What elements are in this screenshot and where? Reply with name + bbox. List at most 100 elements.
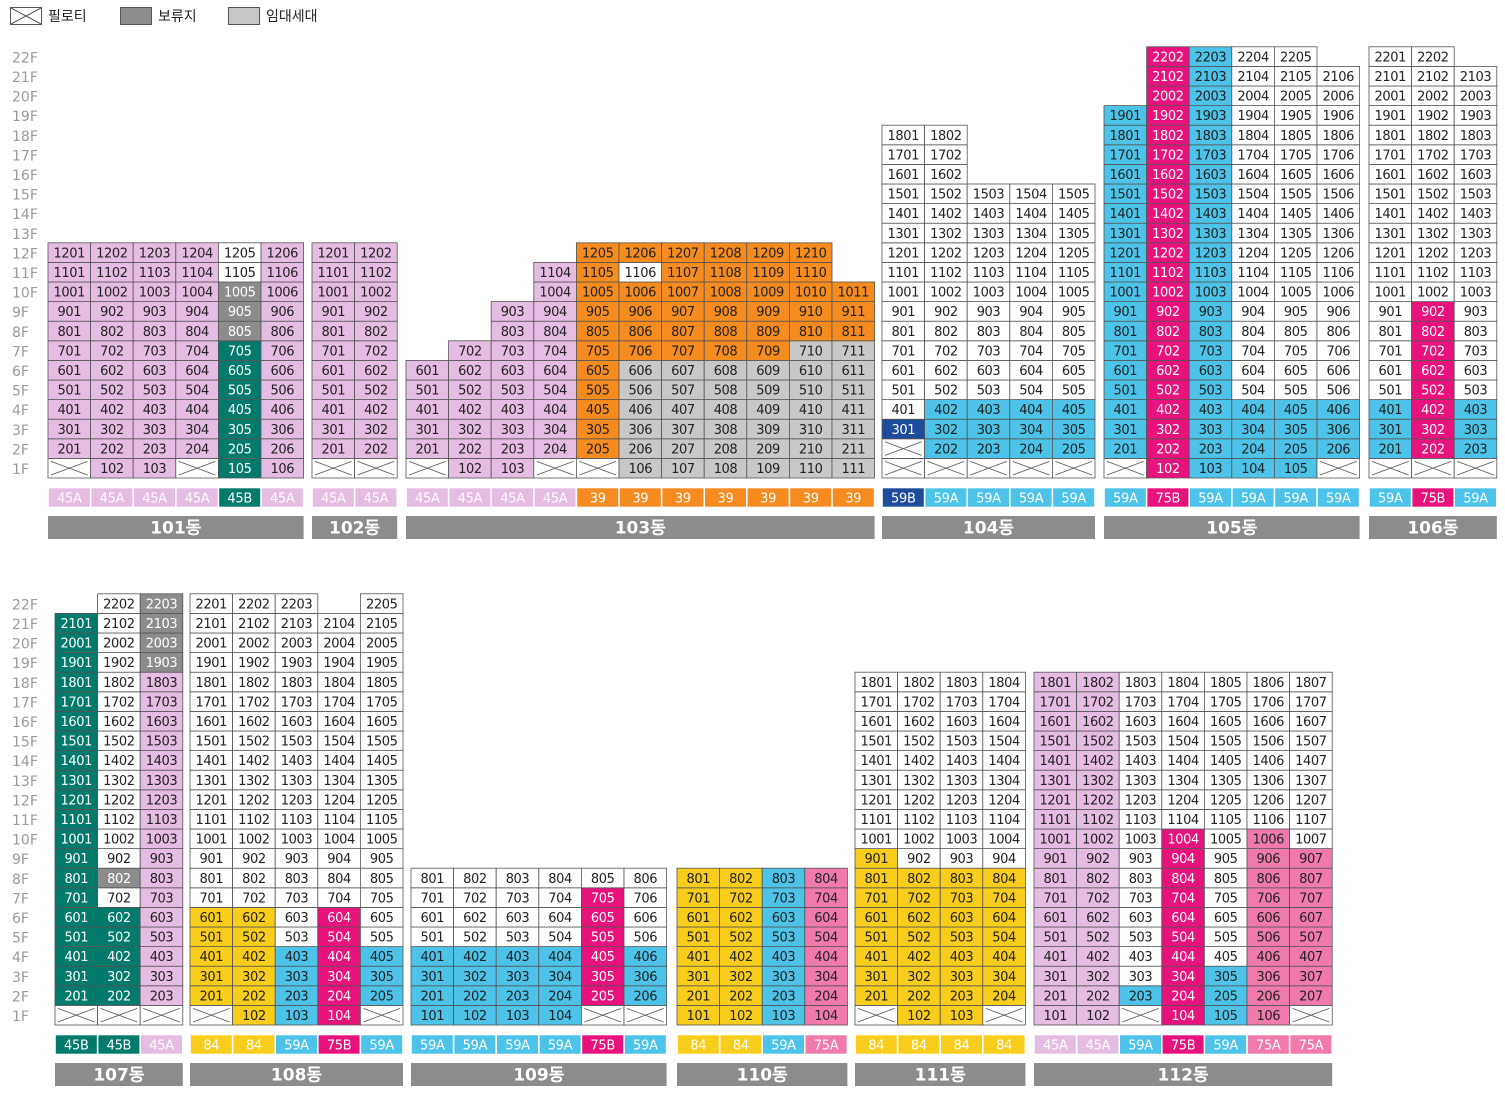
unit-type-box bbox=[312, 487, 355, 508]
unit-number: 1802 bbox=[1417, 129, 1448, 144]
pilotis-swatch-icon bbox=[10, 7, 42, 25]
unit-number: 504 bbox=[1171, 931, 1195, 946]
unit-number: 404 bbox=[543, 403, 567, 418]
unit-number: 805 bbox=[586, 325, 610, 340]
unit-number: 1204 bbox=[1167, 793, 1199, 808]
unit-number: 211 bbox=[841, 442, 865, 457]
unit-number: 201 bbox=[57, 442, 81, 457]
unit-number: 2103 bbox=[146, 617, 178, 632]
unit-cell bbox=[1274, 46, 1318, 67]
unit-number: 806 bbox=[633, 872, 657, 887]
unit-number: 1109 bbox=[752, 266, 784, 281]
unit-number: 309 bbox=[756, 423, 780, 438]
unit-number: 304 bbox=[1171, 970, 1195, 985]
floor-label: 15F bbox=[12, 188, 38, 204]
unit-type-box bbox=[924, 487, 967, 508]
legend-label-rental: 임대세대 bbox=[266, 9, 318, 25]
unit-number: 206 bbox=[633, 989, 657, 1004]
unit-number: 1405 bbox=[1280, 207, 1312, 222]
unit-number: 1705 bbox=[366, 695, 398, 710]
unit-number: 1407 bbox=[1295, 754, 1327, 769]
unit-number: 202 bbox=[1421, 442, 1445, 457]
unit-number: 1401 bbox=[1375, 207, 1407, 222]
unit-number: 304 bbox=[814, 970, 838, 985]
unit-number: 1201 bbox=[888, 246, 920, 261]
unit-number: 1706 bbox=[1253, 695, 1285, 710]
unit-number: 206 bbox=[628, 442, 652, 457]
unit-number: 511 bbox=[841, 384, 865, 399]
unit-number: 2103 bbox=[281, 617, 313, 632]
unit-number: 1105 bbox=[224, 266, 256, 281]
unit-number: 303 bbox=[150, 970, 174, 985]
unit-number: 306 bbox=[1256, 970, 1280, 985]
unit-number: 701 bbox=[321, 344, 345, 359]
unit-number: 504 bbox=[1019, 384, 1043, 399]
unit-number: 801 bbox=[1378, 325, 1402, 340]
unit-number: 1203 bbox=[281, 793, 313, 808]
unit-number: 403 bbox=[950, 950, 974, 965]
unit-number: 1403 bbox=[946, 754, 978, 769]
unit-type-label: 59B bbox=[891, 492, 916, 507]
unit-number: 1606 bbox=[1253, 715, 1285, 730]
unit-number: 1605 bbox=[1210, 715, 1242, 730]
unit-number: 1702 bbox=[1082, 695, 1113, 710]
unit-number: 203 bbox=[1129, 989, 1153, 1004]
floor-label: 6F bbox=[12, 364, 29, 380]
unit-number: 105 bbox=[1214, 1009, 1238, 1024]
unit-number: 808 bbox=[714, 325, 738, 340]
unit-number: 802 bbox=[934, 325, 958, 340]
unit-number: 1306 bbox=[1323, 227, 1355, 242]
unit-number: 711 bbox=[841, 344, 865, 359]
unit-number: 502 bbox=[1086, 931, 1110, 946]
unit-number: 702 bbox=[107, 891, 131, 906]
unit-number: 803 bbox=[1199, 325, 1223, 340]
unit-number: 806 bbox=[1326, 325, 1350, 340]
floor-label: 9F bbox=[12, 305, 29, 321]
unit-number: 1506 bbox=[1323, 188, 1355, 203]
unit-number: 1104 bbox=[1167, 813, 1199, 828]
unit-number: 203 bbox=[772, 989, 796, 1004]
unit-type-label: 75A bbox=[1256, 1039, 1281, 1054]
unit-number: 2001 bbox=[196, 637, 228, 652]
unit-number: 705 bbox=[1062, 344, 1086, 359]
unit-number: 1001 bbox=[196, 833, 228, 848]
unit-number: 503 bbox=[501, 384, 525, 399]
unit-number: 404 bbox=[1019, 403, 1043, 418]
unit-number: 702 bbox=[729, 891, 753, 906]
unit-number: 603 bbox=[1199, 364, 1223, 379]
building-name-bar bbox=[882, 516, 1095, 539]
unit-number: 1008 bbox=[710, 286, 742, 301]
unit-type-box bbox=[1232, 487, 1275, 508]
unit-number: 101 bbox=[1043, 1009, 1067, 1024]
unit-number: 2101 bbox=[196, 617, 228, 632]
unit-number: 302 bbox=[242, 970, 266, 985]
unit-number: 503 bbox=[1464, 384, 1488, 399]
unit-type-box bbox=[832, 487, 875, 508]
unit-number: 304 bbox=[1019, 423, 1043, 438]
unit-number: 1302 bbox=[1152, 227, 1183, 242]
unit-number: 103 bbox=[506, 1009, 530, 1024]
unit-number: 1501 bbox=[861, 735, 893, 750]
unit-number: 1204 bbox=[1237, 246, 1269, 261]
unit-number: 2105 bbox=[366, 617, 398, 632]
unit-number: 603 bbox=[143, 364, 167, 379]
unit-number: 505 bbox=[1284, 384, 1308, 399]
unit-number: 1105 bbox=[582, 266, 614, 281]
unit-number: 601 bbox=[864, 911, 888, 926]
unit-number: 302 bbox=[458, 423, 482, 438]
unit-number: 1102 bbox=[930, 266, 961, 281]
unit-number: 1003 bbox=[1195, 286, 1227, 301]
unit-number: 1402 bbox=[1417, 207, 1448, 222]
unit-number: 1005 bbox=[224, 286, 256, 301]
unit-number: 1203 bbox=[1125, 793, 1157, 808]
unit-number: 405 bbox=[586, 403, 610, 418]
unit-number: 402 bbox=[1086, 950, 1110, 965]
unit-cell bbox=[924, 124, 968, 146]
unit-number: 1704 bbox=[1167, 695, 1199, 710]
unit-number: 303 bbox=[772, 970, 796, 985]
unit-number: 705 bbox=[1284, 344, 1308, 359]
unit-type-box bbox=[1317, 487, 1360, 508]
unit-number: 203 bbox=[977, 442, 1001, 457]
unit-type-label: 59A bbox=[976, 492, 1001, 507]
unit-number: 704 bbox=[548, 891, 572, 906]
